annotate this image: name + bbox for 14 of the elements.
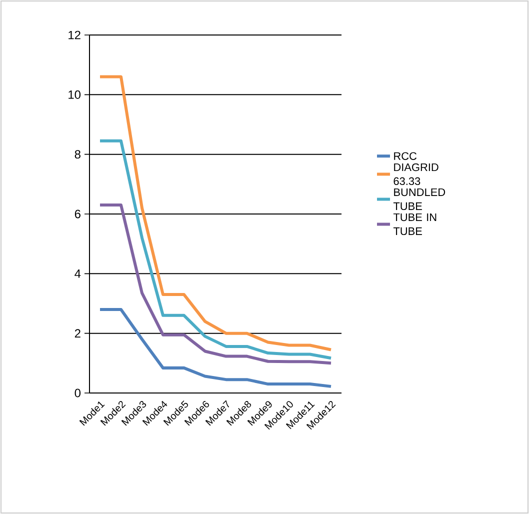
legend-label: BUNDLED TUBE [393,188,446,210]
legend-label: TUBE IN TUBE [393,213,436,236]
y-tick-label: 0 [74,388,81,398]
line-series [98,139,333,360]
y-tick-label: 2 [74,329,80,338]
line-series [98,75,333,352]
legend-label: DIAGRID 63.33 [394,163,438,186]
legend-label: RCC [394,152,417,160]
y-tick-label: 12 [68,30,80,40]
y-tick-label: 10 [68,90,81,99]
y-tick-label: 8 [74,150,80,159]
y-tick-label: 4 [74,270,81,278]
y-tick-label: 6 [74,210,80,218]
line-series [98,204,333,365]
